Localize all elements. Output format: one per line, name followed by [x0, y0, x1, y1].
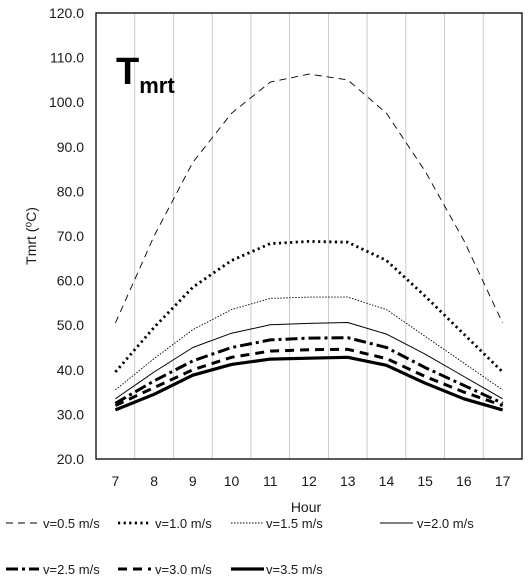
- x-tick-label: 15: [417, 473, 433, 489]
- legend-label-2: v=1.0 m/s: [155, 516, 212, 531]
- legend: v=0.5 m/s v=1.0 m/s v=1.5 m/s v=2.0 m/s v=2.…: [6, 516, 474, 577]
- x-axis-title: Hour: [291, 499, 322, 515]
- chart-title: Tmrt: [116, 51, 175, 98]
- legend-label-3: v=1.5 m/s: [266, 516, 323, 531]
- plot-border: [95, 12, 523, 460]
- legend-label-1: v=0.5 m/s: [43, 516, 100, 531]
- x-tick-label: 11: [263, 473, 278, 489]
- series-line-4: [115, 322, 503, 400]
- x-tick-label: 17: [495, 473, 511, 489]
- x-tick-label: 10: [224, 473, 240, 489]
- y-tick-label: 20.0: [57, 451, 84, 467]
- series-line-7: [114, 355, 504, 412]
- series-line-3: [115, 296, 503, 391]
- y-tick-label: 50.0: [57, 317, 84, 333]
- series-line-5: [114, 336, 504, 405]
- x-tick-label: 8: [150, 473, 158, 489]
- grid-lines: [134, 13, 484, 459]
- legend-label-7: v=3.5 m/s: [266, 562, 323, 577]
- legend-label-6: v=3.0 m/s: [155, 562, 212, 577]
- x-tick-label: 9: [189, 473, 197, 489]
- chart-title-main: T: [116, 51, 139, 93]
- x-tick-label: 14: [379, 473, 395, 489]
- chart-title-subscript: mrt: [139, 73, 175, 98]
- x-tick-label: 13: [340, 473, 356, 489]
- y-tick-label: 90.0: [57, 139, 84, 155]
- series-line-1: [114, 73, 504, 324]
- y-tick-label: 30.0: [57, 406, 84, 422]
- y-tick-label: 80.0: [57, 183, 84, 199]
- y-tick-label: 120.0: [49, 5, 84, 21]
- x-tick-labels: 7 8 9 10 11 12 13 14 15 16 17: [111, 473, 510, 489]
- series-line-6: [114, 347, 504, 407]
- legend-label-5: v=2.5 m/s: [43, 562, 100, 577]
- y-tick-label: 70.0: [57, 228, 84, 244]
- y-tick-label: 100.0: [49, 94, 84, 110]
- legend-label-4: v=2.0 m/s: [417, 516, 474, 531]
- y-axis-title: Tmrt (⁰C): [23, 207, 39, 265]
- series-lines: [114, 73, 504, 412]
- x-tick-label: 12: [301, 473, 317, 489]
- y-tick-label: 40.0: [57, 362, 84, 378]
- y-tick-label: 60.0: [57, 273, 84, 289]
- y-tick-label: 110.0: [50, 50, 84, 66]
- series-line-2: [114, 239, 504, 374]
- x-tick-label: 7: [111, 473, 119, 489]
- x-tick-label: 16: [456, 473, 472, 489]
- y-tick-labels: 20.0 30.0 40.0 50.0 60.0 70.0 80.0 90.0 100.0 110…: [49, 5, 84, 467]
